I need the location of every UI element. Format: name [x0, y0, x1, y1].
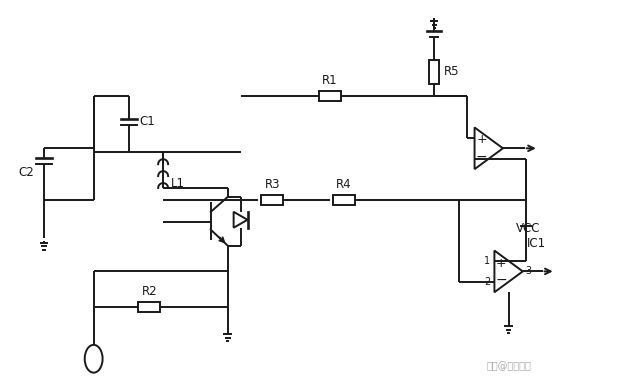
Text: R3: R3 — [265, 178, 280, 191]
Text: R2: R2 — [142, 285, 157, 298]
Text: 头条@维修人家: 头条@维修人家 — [486, 361, 531, 371]
Bar — [333, 195, 355, 205]
Bar — [429, 60, 439, 84]
Text: +: + — [476, 133, 487, 146]
Text: R4: R4 — [336, 178, 352, 191]
Text: −: − — [476, 150, 487, 164]
Text: 3: 3 — [526, 266, 532, 276]
Text: IC1: IC1 — [527, 236, 546, 249]
Bar — [262, 195, 283, 205]
Text: C2: C2 — [18, 166, 34, 179]
Text: VCC: VCC — [516, 222, 540, 235]
Text: −: − — [495, 273, 507, 287]
Bar — [138, 302, 160, 312]
Bar — [319, 91, 341, 101]
Text: C1: C1 — [139, 115, 155, 128]
Text: +: + — [496, 257, 507, 269]
Text: L1: L1 — [171, 177, 185, 190]
Text: 2: 2 — [485, 277, 490, 287]
Text: R5: R5 — [444, 65, 460, 78]
Text: R1: R1 — [322, 74, 338, 87]
Ellipse shape — [84, 345, 103, 373]
Text: 1: 1 — [485, 256, 490, 266]
